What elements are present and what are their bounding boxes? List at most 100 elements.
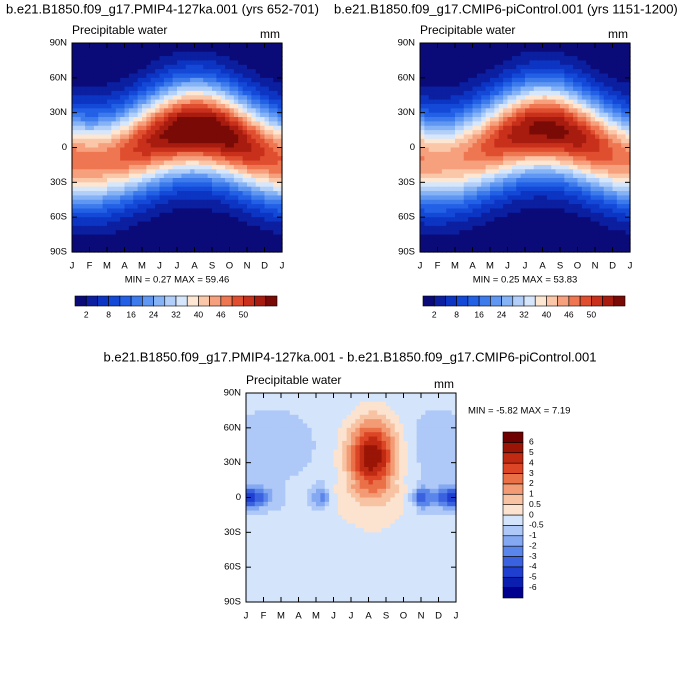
contour-cell bbox=[115, 204, 121, 210]
contour-cell bbox=[111, 121, 117, 127]
contour-cell bbox=[254, 536, 260, 542]
contour-cell bbox=[76, 138, 82, 144]
contour-cell bbox=[525, 221, 530, 227]
contour-cell bbox=[503, 186, 509, 192]
contour-cell bbox=[424, 221, 430, 227]
contour-cell bbox=[516, 217, 522, 223]
contour-cell bbox=[577, 177, 583, 183]
contour-cell bbox=[494, 212, 500, 218]
contour-cell bbox=[120, 77, 126, 83]
contour-cell bbox=[163, 156, 169, 162]
contour-cell bbox=[220, 173, 226, 179]
contour-cell bbox=[441, 130, 447, 136]
contour-cell bbox=[581, 121, 587, 127]
contour-cell bbox=[264, 217, 270, 223]
contour-cell bbox=[424, 238, 430, 244]
contour-cell bbox=[255, 191, 261, 196]
contour-cell bbox=[599, 86, 605, 92]
contour-cell bbox=[168, 86, 174, 92]
x-tick-label: J bbox=[523, 261, 528, 272]
contour-cell bbox=[581, 108, 587, 114]
contour-cell bbox=[107, 191, 112, 196]
contour-cell bbox=[185, 247, 191, 253]
contour-cell bbox=[433, 243, 439, 249]
contour-cell bbox=[251, 217, 257, 223]
contour-cell bbox=[177, 247, 182, 253]
contour-cell bbox=[621, 156, 627, 162]
contour-cell bbox=[255, 212, 261, 218]
contour-cell bbox=[168, 191, 174, 196]
contour-cell bbox=[529, 238, 535, 244]
contour-cell bbox=[107, 47, 112, 53]
contour-cell bbox=[185, 191, 191, 196]
contour-cell bbox=[150, 90, 156, 96]
contour-cell bbox=[546, 177, 552, 183]
colorbar-swatch bbox=[108, 295, 121, 307]
contour-cell bbox=[268, 199, 274, 205]
contour-cell bbox=[273, 230, 279, 236]
contour-cell bbox=[172, 125, 178, 131]
contour-cell bbox=[621, 247, 627, 253]
contour-cell bbox=[420, 208, 425, 214]
contour-cell bbox=[533, 103, 539, 109]
contour-cell bbox=[98, 112, 104, 118]
contour-cell bbox=[233, 173, 239, 179]
contour-cell bbox=[433, 147, 439, 153]
contour-cell bbox=[250, 593, 256, 599]
contour-cell bbox=[246, 536, 251, 542]
contour-cell bbox=[455, 95, 460, 101]
contour-cell bbox=[603, 221, 609, 227]
contour-cell bbox=[546, 230, 552, 236]
x-tick-label: M bbox=[138, 261, 146, 272]
contour-cell bbox=[124, 64, 130, 70]
contour-cell bbox=[590, 160, 596, 166]
contour-cell bbox=[137, 199, 143, 205]
contour-cell bbox=[85, 95, 91, 101]
contour-cell bbox=[233, 130, 239, 136]
contour-cell bbox=[159, 173, 165, 179]
contour-cell bbox=[220, 108, 226, 114]
contour-cell bbox=[555, 225, 561, 231]
contour-cell bbox=[520, 169, 526, 175]
contour-cell bbox=[590, 86, 596, 92]
contour-cell bbox=[259, 410, 265, 416]
contour-cell bbox=[225, 247, 231, 253]
contour-cell bbox=[581, 99, 587, 105]
contour-cell bbox=[260, 117, 266, 122]
contour-cell bbox=[246, 436, 251, 442]
contour-cell bbox=[216, 204, 222, 210]
contour-cell bbox=[428, 186, 434, 192]
contour-cell bbox=[102, 169, 108, 175]
contour-cell bbox=[525, 73, 530, 79]
contour-cell bbox=[446, 195, 452, 201]
contour-cell bbox=[264, 64, 270, 70]
contour-cell bbox=[181, 51, 187, 57]
contour-cell bbox=[260, 204, 266, 210]
contour-cell bbox=[85, 134, 91, 140]
contour-cell bbox=[89, 69, 95, 75]
contour-cell bbox=[586, 217, 592, 223]
contour-cell bbox=[89, 195, 95, 201]
contour-cell bbox=[420, 130, 425, 136]
contour-cell bbox=[542, 90, 548, 96]
contour-cell bbox=[251, 121, 257, 127]
contour-cell bbox=[555, 195, 561, 201]
contour-cell bbox=[529, 204, 535, 210]
contour-cell bbox=[485, 121, 491, 127]
contour-cell bbox=[102, 125, 108, 131]
contour-cell bbox=[608, 204, 614, 210]
contour-cell bbox=[229, 60, 235, 66]
contour-cell bbox=[80, 47, 86, 53]
contour-cell bbox=[268, 221, 274, 227]
contour-cell bbox=[277, 108, 283, 114]
contour-cell bbox=[446, 234, 452, 240]
contour-cell bbox=[247, 212, 252, 218]
contour-cell bbox=[507, 125, 513, 131]
contour-cell bbox=[168, 82, 174, 88]
contour-cell bbox=[133, 177, 139, 183]
contour-cell bbox=[481, 103, 487, 109]
contour-cell bbox=[511, 56, 517, 62]
contour-cell bbox=[494, 77, 500, 83]
contour-cell bbox=[273, 69, 279, 75]
contour-cell bbox=[590, 208, 596, 214]
